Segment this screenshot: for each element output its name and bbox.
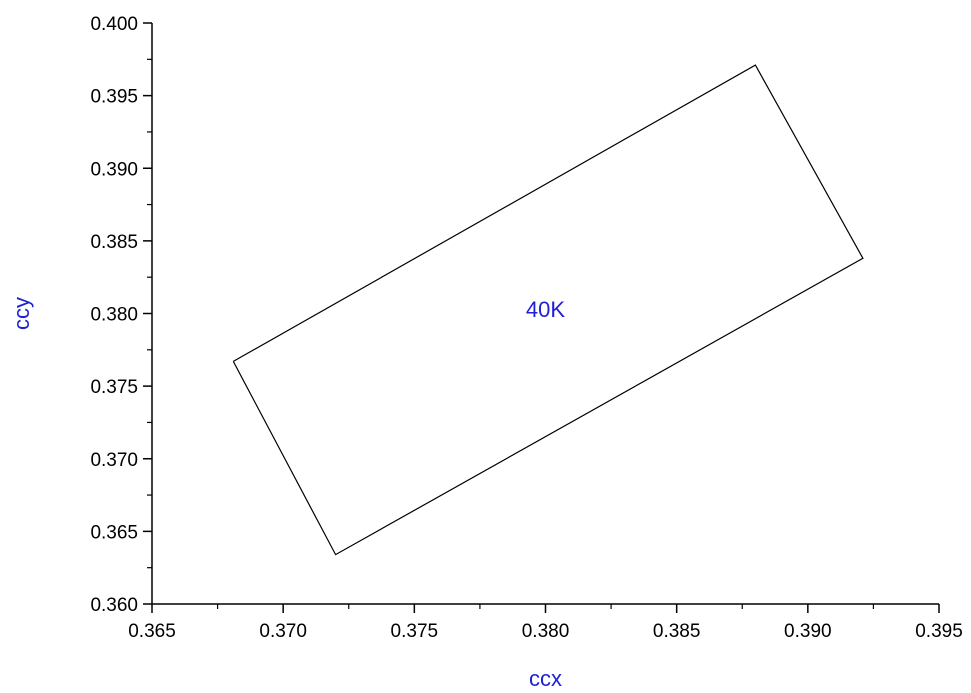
- y-tick-label: 0.395: [90, 87, 138, 108]
- x-tick-label: 0.380: [522, 621, 570, 642]
- y-tick-label: 0.385: [90, 232, 138, 253]
- y-tick-label: 0.375: [90, 377, 138, 398]
- x-tick-label: 0.365: [128, 621, 176, 642]
- x-tick-label: 0.385: [653, 621, 701, 642]
- x-axis-title: ccx: [529, 666, 562, 691]
- y-tick-label: 0.370: [90, 450, 138, 471]
- y-tick-label: 0.400: [90, 14, 138, 35]
- series-layer: [232, 64, 864, 556]
- annotation-layer: 40K: [526, 297, 565, 322]
- y-axis-title: ccy: [9, 297, 34, 330]
- x-tick-label: 0.395: [915, 621, 963, 642]
- x-tick-label: 0.375: [391, 621, 439, 642]
- y-ticks: 0.360 0.365 0.370 0.375 0.380 0.385 0.390 0.395…: [90, 14, 152, 616]
- x-tick-label: 0.370: [259, 621, 307, 642]
- y-tick-label: 0.360: [90, 595, 138, 616]
- y-tick-label: 0.390: [90, 159, 138, 180]
- y-tick-label: 0.380: [90, 305, 138, 326]
- x-tick-label: 0.390: [784, 621, 832, 642]
- series-line: [232, 64, 864, 556]
- annotation-label: 40K: [526, 297, 565, 322]
- x-ticks: 0.365 0.370 0.375 0.380 0.385 0.390 0.395: [128, 604, 963, 642]
- y-tick-label: 0.365: [90, 522, 138, 543]
